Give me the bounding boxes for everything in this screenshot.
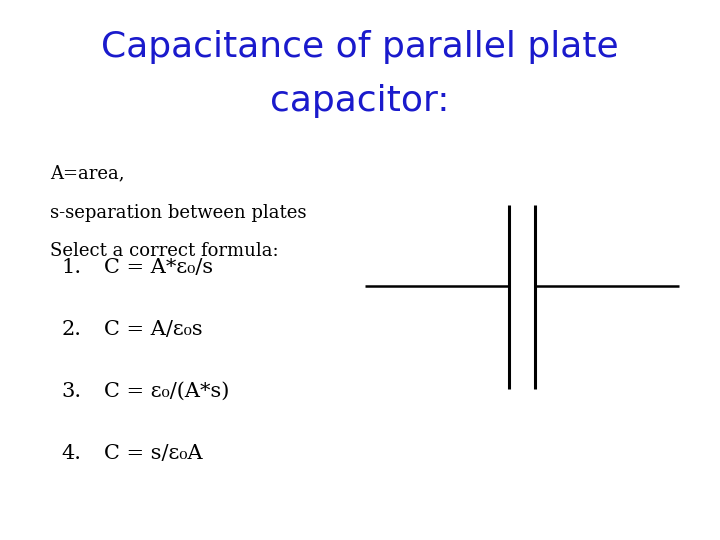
Text: 3.: 3. [61,382,81,401]
Text: C = A/ε₀s: C = A/ε₀s [104,320,203,339]
Text: A=area,: A=area, [50,165,125,183]
Text: 1.: 1. [61,258,81,277]
Text: Select a correct formula:: Select a correct formula: [50,242,279,260]
Text: 4.: 4. [61,444,81,463]
Text: C = ε₀/(A*s): C = ε₀/(A*s) [104,382,230,401]
Text: Capacitance of parallel plate: Capacitance of parallel plate [102,30,618,64]
Text: C = s/ε₀A: C = s/ε₀A [104,444,203,463]
Text: C = A*ε₀/s: C = A*ε₀/s [104,258,214,277]
Text: capacitor:: capacitor: [270,84,450,118]
Text: 2.: 2. [61,320,81,339]
Text: s-separation between plates: s-separation between plates [50,204,307,221]
